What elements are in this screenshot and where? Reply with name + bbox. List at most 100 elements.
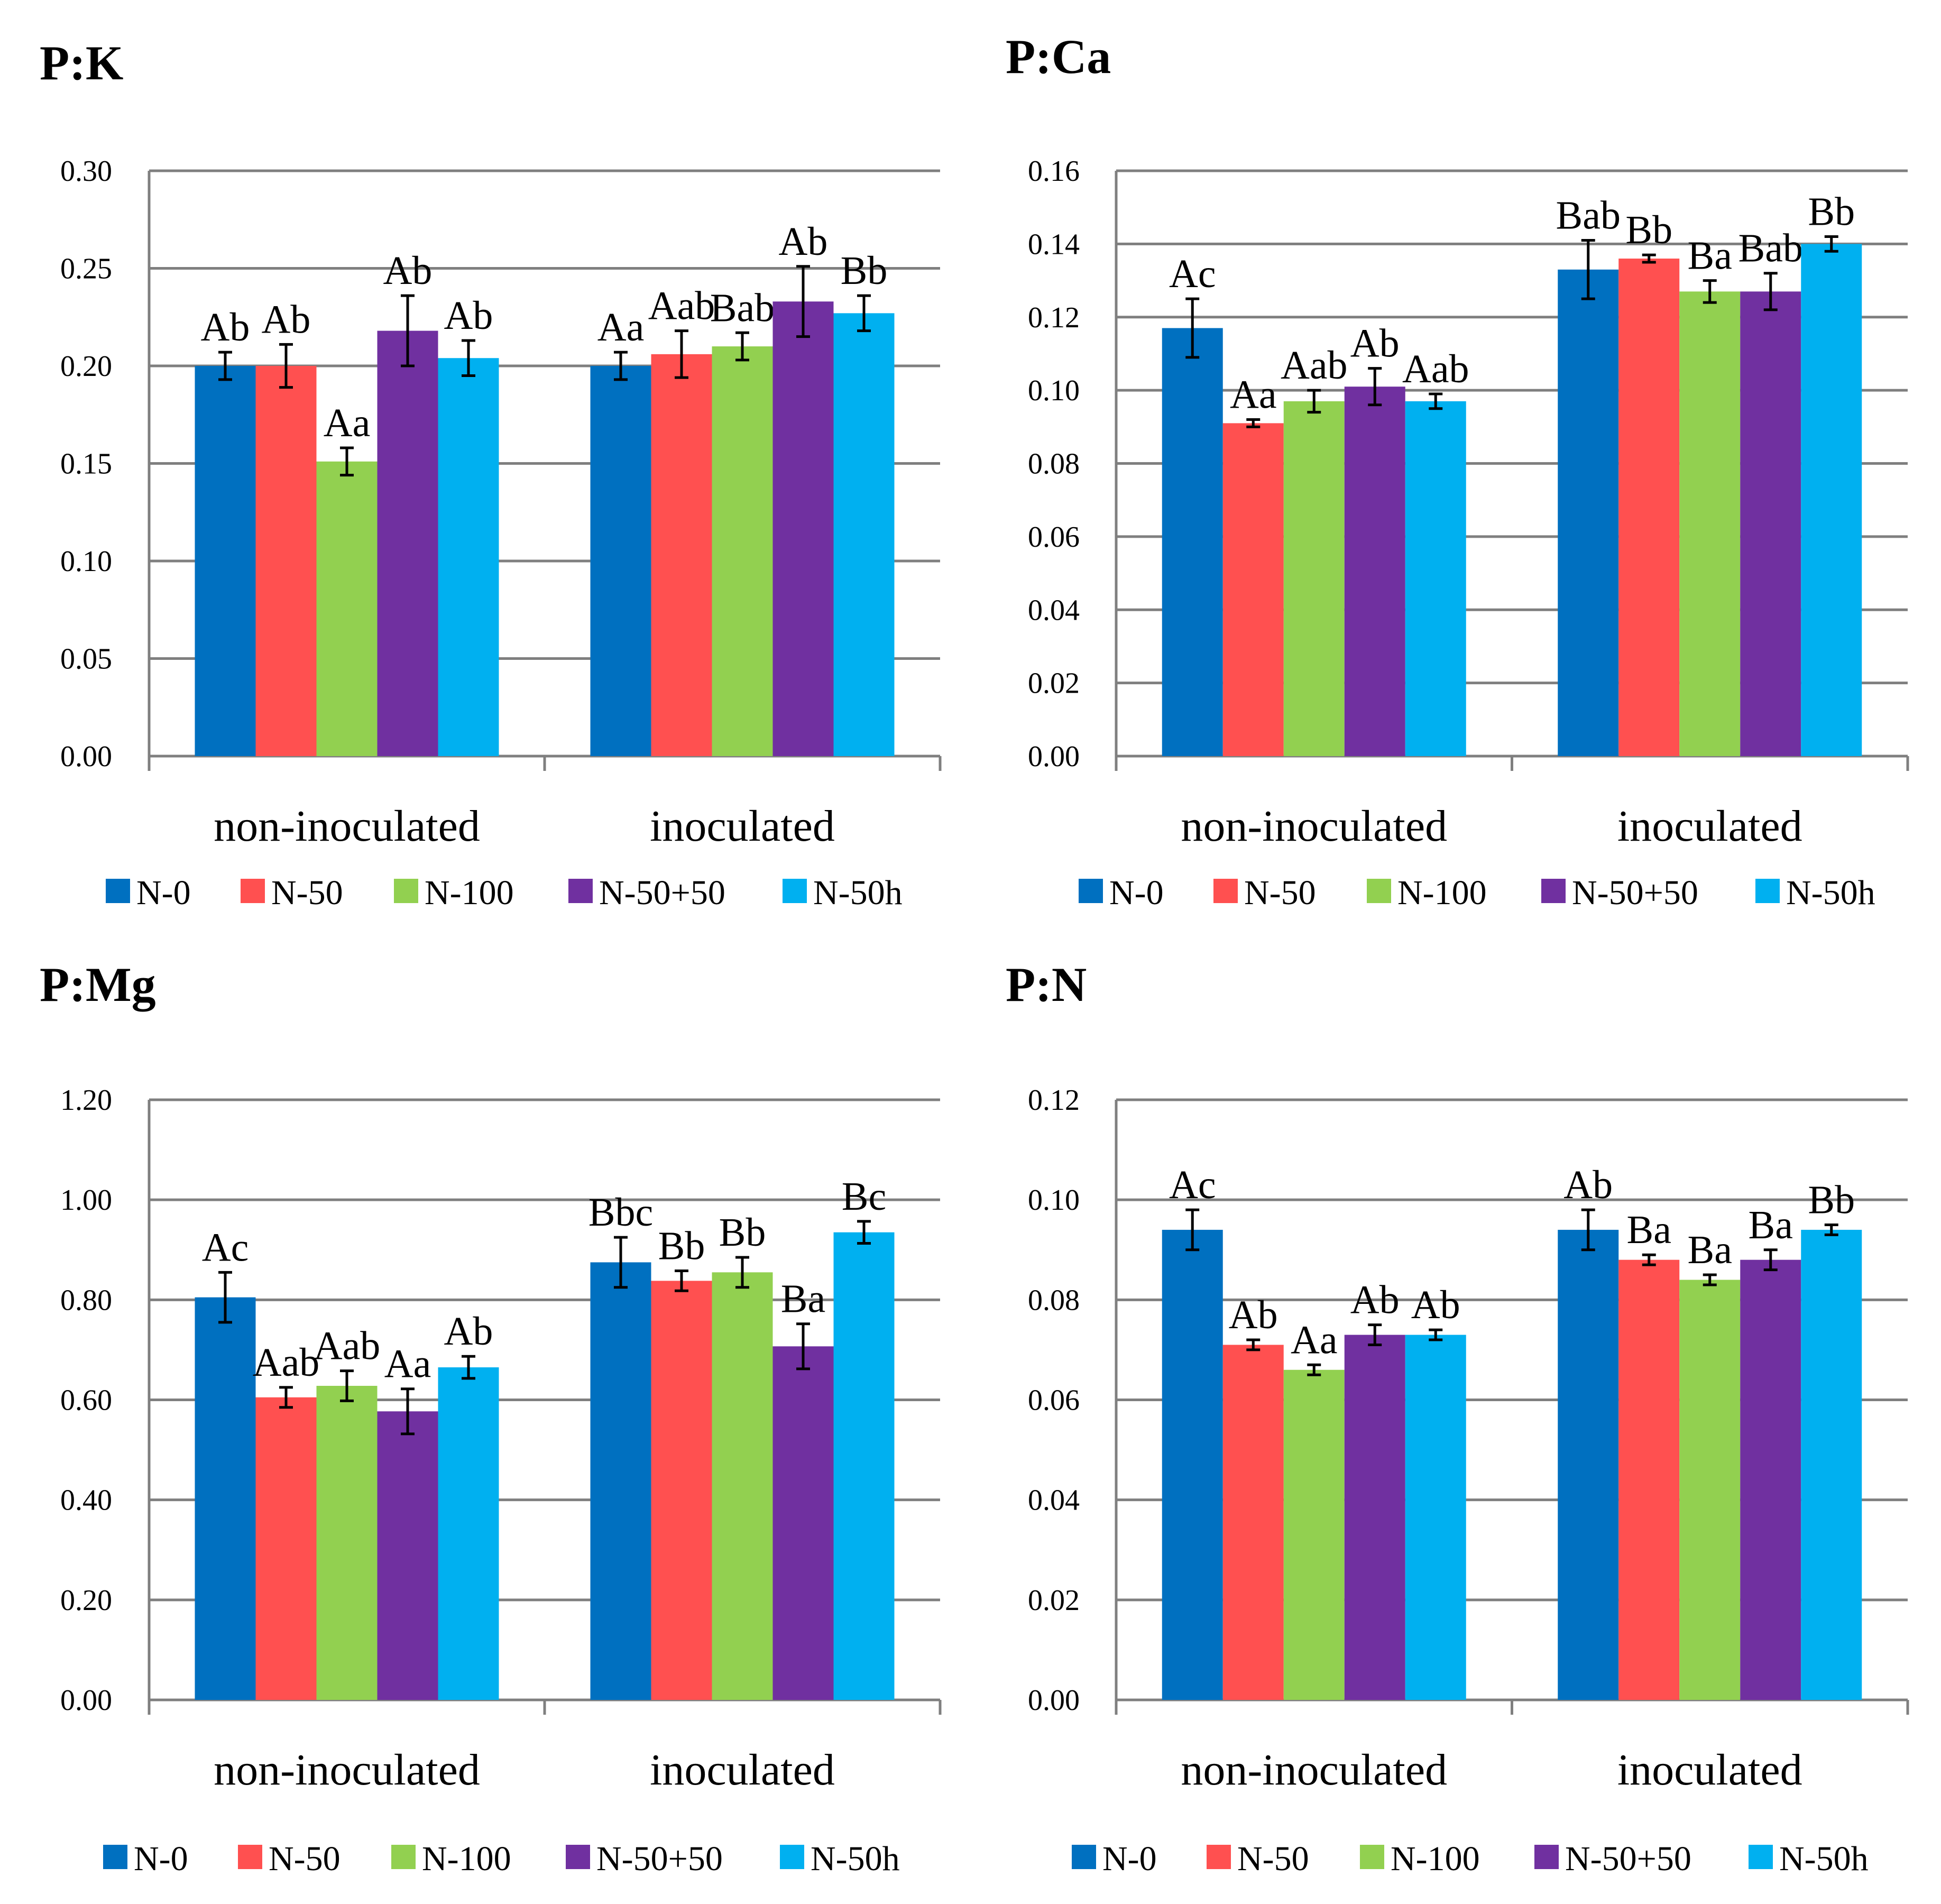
bar[interactable] [1801, 244, 1862, 756]
bar[interactable] [1740, 291, 1801, 756]
legend-swatch [1213, 879, 1238, 903]
bar[interactable] [833, 1232, 895, 1700]
significance-label: Bab [1556, 193, 1621, 237]
bar[interactable] [651, 354, 712, 756]
bar[interactable] [255, 1397, 317, 1700]
significance-label: Ab [1350, 1278, 1400, 1322]
legend: N-0 N-50 N-100 N-50+50 N-50h [106, 873, 903, 912]
legend-label: N-50h [1779, 1839, 1869, 1878]
bar[interactable] [316, 1386, 378, 1700]
y-tick-label: 0.25 [60, 253, 112, 286]
bar[interactable] [772, 1346, 834, 1700]
legend-swatch [1541, 879, 1566, 903]
significance-label: Bab [710, 286, 775, 330]
bar[interactable] [195, 366, 256, 756]
bar[interactable] [772, 301, 834, 756]
legend-label: N-50 [271, 873, 343, 912]
y-tick-label: 0.00 [1028, 740, 1080, 773]
chart-title: P:K [40, 36, 123, 90]
significance-label: Ab [1563, 1163, 1613, 1207]
significance-label: Ab [1411, 1283, 1460, 1327]
bar[interactable] [712, 346, 773, 756]
bar[interactable] [1618, 1259, 1680, 1700]
legend-label: N-0 [136, 873, 191, 912]
chart-panel-1: P:K 0.00 0.05 0.10 0.15 0.20 0.25 0.30 non-inocu… [40, 36, 942, 912]
legend-swatch [566, 1845, 590, 1869]
significance-label: Aa [1291, 1318, 1338, 1362]
y-tick-label: 0.10 [60, 545, 112, 578]
y-tick-label: 0.10 [1028, 374, 1080, 407]
bar[interactable] [1162, 328, 1223, 756]
bar[interactable] [1405, 1335, 1466, 1700]
significance-label: Bb [1625, 208, 1672, 252]
legend-swatch [238, 1845, 262, 1869]
legend-label: N-50 [269, 1839, 341, 1878]
bar[interactable] [377, 1411, 438, 1700]
y-tick-label: 0.15 [60, 448, 112, 481]
legend-label: N-100 [1391, 1839, 1480, 1878]
bar[interactable] [1344, 387, 1405, 756]
legend-swatch [1755, 879, 1780, 903]
bar[interactable] [651, 1281, 712, 1700]
bar[interactable] [1222, 423, 1284, 756]
bar[interactable] [1283, 401, 1345, 756]
significance-label: Ab [444, 293, 493, 338]
legend-swatch [780, 1845, 804, 1869]
bar[interactable] [1344, 1335, 1405, 1700]
bar[interactable] [590, 1262, 651, 1700]
significance-label: Ab [201, 305, 250, 349]
y-tick-label: 0.08 [1028, 1284, 1080, 1317]
chart-title: P:Mg [40, 958, 156, 1011]
bar[interactable] [1740, 1259, 1801, 1700]
legend: N-0 N-50 N-100 N-50+50 N-50h [1079, 873, 1875, 912]
legend-swatch [391, 1845, 416, 1869]
legend-label: N-0 [134, 1839, 188, 1878]
legend-swatch [1360, 1845, 1384, 1869]
bar[interactable] [1558, 269, 1619, 756]
y-tick-label: 0.00 [60, 740, 112, 773]
bar[interactable] [1679, 1280, 1741, 1700]
category-label: inoculated [1617, 1745, 1802, 1795]
bar[interactable] [590, 366, 651, 756]
bar[interactable] [377, 330, 438, 756]
bar[interactable] [255, 366, 317, 756]
y-tick-label: 0.16 [1028, 155, 1080, 188]
significance-label: Ab [1229, 1293, 1278, 1337]
bar[interactable] [1405, 401, 1466, 756]
bar[interactable] [1283, 1369, 1345, 1700]
y-tick-label: 0.30 [60, 155, 112, 188]
bar[interactable] [1801, 1229, 1862, 1700]
legend-label: N-100 [422, 1839, 511, 1878]
bar[interactable] [1558, 1229, 1619, 1700]
significance-label: Aa [597, 305, 645, 349]
bar[interactable] [712, 1272, 773, 1700]
bar[interactable] [1618, 259, 1680, 756]
significance-label: Aab [1402, 347, 1469, 391]
category-label: inoculated [1617, 802, 1802, 851]
bar[interactable] [1679, 291, 1741, 756]
legend-label: N-50+50 [1565, 1839, 1691, 1878]
bar[interactable] [833, 313, 895, 756]
bar[interactable] [195, 1297, 256, 1700]
significance-label: Ba [1688, 1228, 1732, 1272]
legend-label: N-0 [1109, 873, 1164, 912]
significance-label: Aab [1281, 343, 1348, 388]
significance-label: Ac [202, 1225, 249, 1270]
bar[interactable] [438, 1367, 499, 1700]
legend-swatch [103, 1845, 127, 1869]
y-tick-label: 0.60 [60, 1384, 112, 1417]
legend-swatch [568, 879, 593, 903]
bar[interactable] [438, 358, 499, 756]
y-tick-label: 0.04 [1028, 1484, 1080, 1517]
significance-label: Ba [1688, 234, 1732, 278]
legend-label: N-50+50 [1572, 873, 1698, 912]
significance-label: Ac [1169, 1163, 1216, 1207]
significance-label: Ba [1627, 1208, 1671, 1252]
y-tick-label: 0.06 [1028, 1384, 1080, 1417]
bar[interactable] [1162, 1229, 1223, 1700]
y-tick-label: 0.12 [1028, 1084, 1080, 1117]
significance-label: Bb [719, 1210, 766, 1255]
bar[interactable] [1222, 1345, 1284, 1700]
legend-label: N-50h [813, 873, 903, 912]
bar[interactable] [316, 461, 378, 756]
